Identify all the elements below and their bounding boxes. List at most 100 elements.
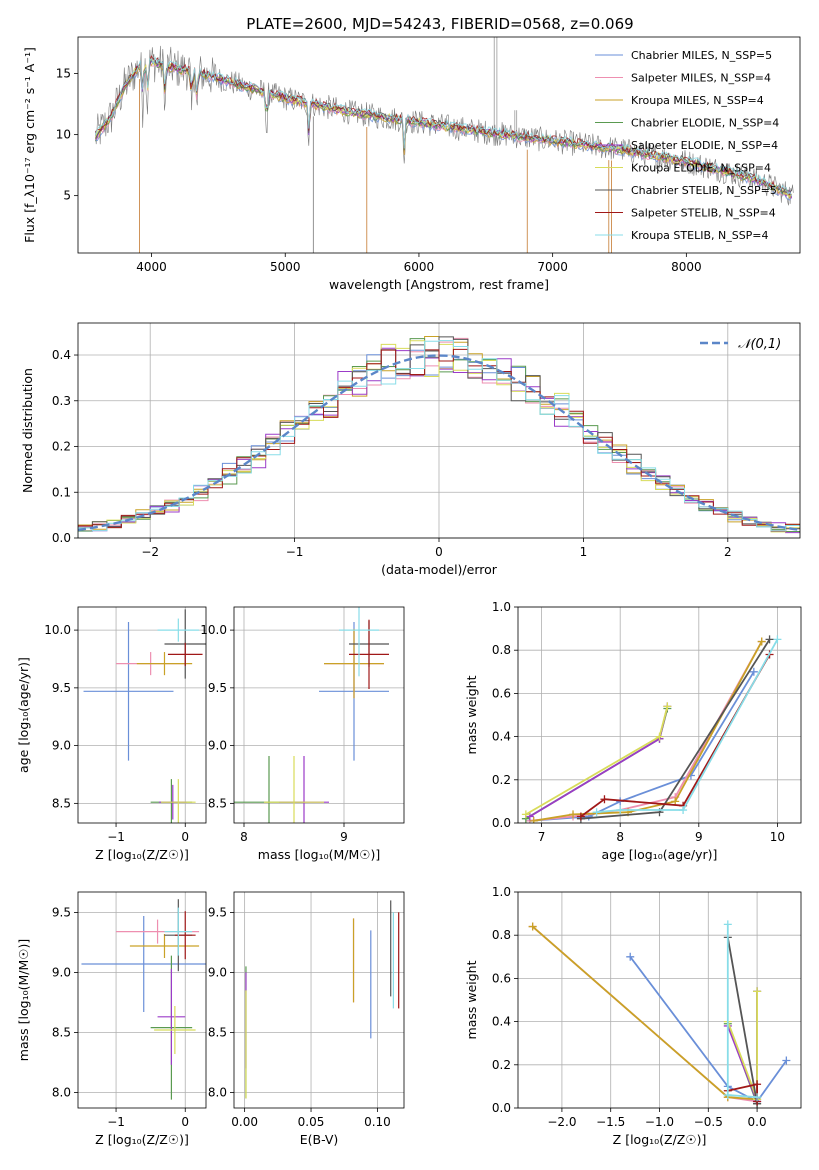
plot-area [234,607,389,823]
x-tick-label: 0 [435,545,443,559]
weight-series-2 [532,925,758,1101]
weight-marker [782,1056,791,1065]
y-tick-label: 9.5 [208,681,227,695]
y-tick-label: 9.0 [52,739,71,753]
y-tick-label: 10.0 [44,623,71,637]
weight-marker [521,810,530,819]
axes-frame [233,891,405,1109]
x-axis-label: Z [log₁₀(Z/Z☉)] [95,1132,189,1147]
y-tick-label: 9.0 [52,965,71,979]
y-tick-label: 1.0 [492,885,511,899]
x-tick-label: 4000 [136,260,167,274]
plot-area [245,900,400,1099]
y-tick-label: 9.0 [208,965,227,979]
spectrum-series-8 [94,56,793,197]
legend-entry-8: Kroupa STELIB, N_SSP=4 [631,229,769,242]
weight-marker [753,987,762,996]
legend-entry-6: Chabrier STELIB, N_SSP=5 [631,184,777,197]
x-tick-label: 0.00 [231,1115,258,1129]
weight-marker [757,637,766,646]
x-tick-label: 8 [616,830,624,844]
weight-series-1 [532,925,758,1103]
y-tick-label: 8.5 [52,1025,71,1039]
x-tick-label: 8 [240,830,248,844]
y-tick-label: 0.0 [52,531,71,545]
plot-area [81,899,206,1100]
weight-series-8 [726,924,758,1099]
x-axis-label: mass [log₁₀(M/M☉)] [258,847,380,862]
x-tick-label: 0.10 [364,1115,391,1129]
plot-area [94,37,794,253]
legend-reference-label: 𝒩(0,1) [738,337,781,352]
x-axis-label: Z [log₁₀(Z/Z☉)] [613,1132,707,1147]
x-tick-label: 7000 [537,260,568,274]
spectrum-series-6 [95,57,793,194]
y-tick-label: 0.8 [492,643,511,657]
x-tick-label: −2 [141,545,159,559]
axes-frame [77,36,801,254]
spectrum-series-1 [95,64,793,199]
x-tick-label: −1 [107,830,125,844]
x-tick-label: 9 [695,830,703,844]
y-tick-label: 10 [56,128,71,142]
weight-marker [773,635,782,644]
legend-entry-5: Kroupa ELODIE, N_SSP=4 [631,162,771,175]
weight-marker [753,1093,762,1102]
x-tick-label: −0.5 [694,1115,723,1129]
axes-frame [233,606,405,824]
x-tick-label: 1 [580,545,588,559]
chart-mass-vs-EBV: 0.00 0.05 0.10 8.0 8.5 9.0 9.5 E(B-V) [208,891,405,1147]
x-tick-label: 9 [340,830,348,844]
weight-marker [655,732,664,741]
weight-marker [569,810,578,819]
weight-marker [723,920,732,929]
x-tick-label: −2.0 [547,1115,576,1129]
y-tick-label: 0.6 [492,971,511,985]
weight-marker [765,635,774,644]
y-tick-label: 8.5 [208,1025,227,1039]
weight-series-6 [580,638,771,820]
weight-series-8 [596,638,779,814]
weight-marker [679,806,688,815]
y-tick-label: 1.0 [492,600,511,614]
x-tick-label: −1.5 [596,1115,625,1129]
residual-hist-8 [78,340,800,538]
y-tick-label: 8.5 [208,796,227,810]
x-axis-label: age [log₁₀(age/yr)] [602,847,718,862]
weight-marker [592,808,601,817]
y-axis-label: age [log₁₀(age/yr)] [16,657,31,773]
y-tick-label: 0.4 [492,730,511,744]
weight-marker [529,816,538,823]
x-tick-label: 8000 [671,260,702,274]
x-tick-label: 0.0 [748,1115,767,1129]
x-tick-label: 2 [724,545,732,559]
legend-entry-4: Salpeter ELODIE, N_SSP=4 [631,139,778,152]
legend-entry-3: Chabrier ELODIE, N_SSP=4 [631,117,779,130]
chart-mass-vs-Z: −1 0 8.0 8.5 9.0 9.5 Z [log₁₀(Z/Z☉)] mass [log₁… [16,891,207,1147]
y-tick-label: 0.4 [52,348,71,362]
x-tick-label: 6000 [404,260,435,274]
chart-age-vs-Z: −1 0 8.5 9.0 9.5 10.0 Z [log₁₀(Z/Z☉)] age [log₁… [16,606,207,862]
y-tick-label: 0.2 [52,440,71,454]
x-tick-label: −1 [107,1115,125,1129]
chart-age-vs-mass: 8 9 8.5 9.0 9.5 10.0 mass [log₁₀(M/M☉)] [200,606,405,862]
y-tick-label: 0.0 [492,816,511,830]
x-axis-label: (data-model)/error [381,562,498,577]
y-tick-label: 0.3 [52,394,71,408]
weight-marker [663,702,672,711]
plot-area [83,609,206,823]
y-tick-label: 9.0 [208,739,227,753]
x-axis-label: Z [log₁₀(Z/Z☉)] [95,847,189,862]
x-tick-label: 10 [770,830,785,844]
weight-marker [723,1091,732,1100]
x-tick-label: 0 [181,830,189,844]
y-axis-label: mass weight [464,675,479,754]
weight-marker [753,1080,762,1089]
legend-entry-0: Chabrier MILES, N_SSP=5 [631,49,772,62]
plot-area [78,336,800,538]
weight-marker [576,812,585,821]
weight-marker [616,806,625,815]
x-tick-label: 0.05 [298,1115,325,1129]
weight-series-0 [629,956,788,1103]
